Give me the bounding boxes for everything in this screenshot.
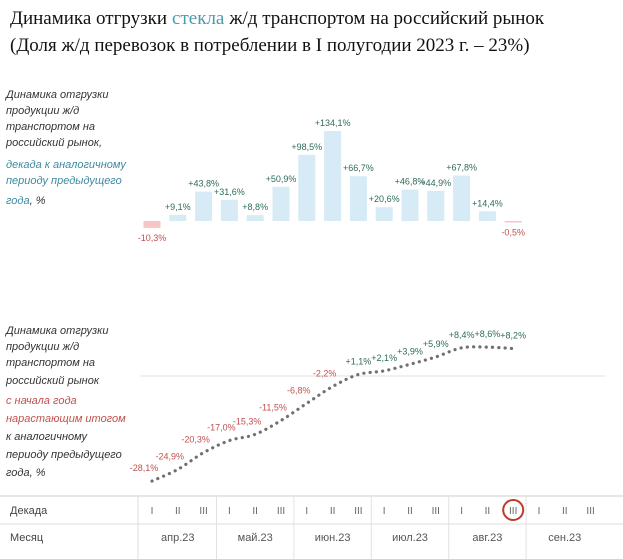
bottom-desc-colored: нарастающим итогом	[6, 413, 126, 425]
line-value-label: -20,3%	[181, 435, 210, 445]
bar-value-label: +43,8%	[188, 179, 219, 189]
bottom-desc-line: года, %	[6, 467, 46, 479]
title-highlight: стекла	[172, 8, 225, 29]
bar	[220, 199, 238, 221]
bar	[272, 186, 290, 221]
bottom-desc-line: периоду предыдущего	[6, 449, 122, 461]
line-value-label: +1,1%	[346, 356, 372, 366]
top-desc-colored: декада к аналогичному	[6, 159, 127, 171]
month-tick-label: май.23	[238, 532, 273, 544]
decade-tick-label: I	[228, 506, 231, 517]
decade-tick-label: I	[305, 506, 308, 517]
line-value-label: +8,2%	[500, 331, 526, 341]
decade-tick-label: II	[562, 506, 568, 517]
bar	[195, 191, 213, 221]
bar-value-label: +67,8%	[446, 162, 477, 172]
decade-tick-label: I	[538, 506, 541, 517]
bar	[401, 189, 419, 221]
bar	[453, 175, 471, 221]
line-value-label: -24,9%	[156, 451, 185, 461]
cumulative-line	[150, 345, 515, 483]
decade-tick-label: II	[175, 506, 181, 517]
bar	[324, 131, 342, 221]
decade-tick-label: III	[586, 506, 594, 517]
month-tick-label: июл.23	[392, 532, 428, 544]
bar	[169, 214, 187, 221]
bar-value-label: +14,4%	[472, 198, 503, 208]
decade-tick-label: II	[330, 506, 336, 517]
decade-tick-label: II	[252, 506, 258, 517]
decade-tick-label: I	[460, 506, 463, 517]
decade-tick-label: I	[383, 506, 386, 517]
line-value-label: -2,2%	[313, 369, 337, 379]
month-tick-label: авг.23	[472, 532, 502, 544]
bar	[504, 221, 522, 223]
decade-tick-label: III	[277, 506, 285, 517]
bar-value-label: +46,8%	[395, 177, 426, 187]
bar-value-label: +134,1%	[315, 118, 351, 128]
decade-axis-label: Декада	[10, 505, 48, 517]
decade-tick-label: III	[354, 506, 362, 517]
top-desc-line: российский рынок,	[5, 137, 102, 149]
bottom-desc-line: российский рынок	[5, 375, 100, 387]
bar-chart: -10,3% +9,1% +43,8%+31,6% +8,8% +50,9% +98,5%…	[138, 118, 525, 243]
month-tick-label: апр.23	[161, 532, 194, 544]
bar-value-label: -10,3%	[138, 233, 167, 243]
decade-tick-label: II	[485, 506, 491, 517]
line-value-label: -6,8%	[287, 385, 311, 395]
bar	[427, 190, 445, 221]
top-desc-line: Динамика отгрузки	[4, 89, 108, 101]
bar	[298, 154, 316, 221]
decade-tick-label: III	[509, 506, 517, 517]
bar-value-label: +50,9%	[266, 174, 297, 184]
line-value-label: +5,9%	[423, 339, 449, 349]
bottom-desc-line: транспортом на	[6, 357, 95, 369]
bar-value-label: +20,6%	[369, 194, 400, 204]
top-desc-line: транспортом на	[6, 121, 95, 133]
bar	[143, 221, 161, 228]
bar-value-label: +9,1%	[165, 202, 191, 212]
line-value-label: +2,1%	[371, 353, 397, 363]
decade-tick-label: III	[432, 506, 440, 517]
bar	[349, 176, 367, 221]
line-value-label: +8,6%	[475, 329, 501, 339]
decade-tick-label: II	[407, 506, 413, 517]
top-desc-last: года, %	[6, 195, 46, 207]
bottom-desc-line: продукции ж/д	[6, 341, 79, 353]
month-tick-label: сен.23	[548, 532, 581, 544]
bar	[375, 207, 393, 221]
month-axis-label: Месяц	[10, 532, 44, 544]
top-desc-colored: периоду предыдущего	[6, 175, 122, 187]
bar-value-label: +8,8%	[242, 202, 268, 212]
bar-value-label: -0,5%	[501, 228, 525, 238]
bar-value-label: +98,5%	[291, 142, 322, 152]
decade-tick-label: III	[199, 506, 207, 517]
current-decade-circle	[502, 499, 525, 521]
line-value-label: -11,5%	[259, 402, 287, 412]
line-value-label: -28,1%	[130, 463, 159, 473]
bottom-description: Динамика отгрузки продукции ж/д транспор…	[4, 325, 126, 479]
bottom-desc-line: к аналогичному	[6, 431, 89, 443]
month-tick-label: июн.23	[315, 532, 351, 544]
chart-title-line1: Динамика отгрузки стекла ж/д транспортом н…	[10, 8, 545, 29]
line-value-label: -15,3%	[233, 416, 262, 426]
bar	[478, 211, 496, 221]
bar-value-label: +44,9%	[420, 178, 451, 188]
bottom-desc-line: Динамика отгрузки	[4, 325, 108, 337]
top-desc-line: продукции ж/д	[6, 105, 79, 117]
bar	[246, 215, 264, 221]
bar-value-label: +66,7%	[343, 163, 374, 173]
chart-title-line2: (Доля ж/д перевозок в потреблении в I по…	[10, 35, 530, 56]
cumulative-line-chart: -28,1% -24,9% -20,3% -17,0%-15,3% -11,5%-6,8…	[130, 329, 526, 483]
line-value-label: +8,4%	[449, 330, 475, 340]
bar-value-label: +31,6%	[214, 187, 245, 197]
line-value-label: +3,9%	[397, 346, 423, 356]
decade-tick-label: I	[151, 506, 154, 517]
line-value-label: -17,0%	[207, 423, 236, 433]
top-description: Динамика отгрузки продукции ж/д транспор…	[4, 89, 127, 207]
bottom-desc-colored: с начала года	[6, 395, 77, 407]
